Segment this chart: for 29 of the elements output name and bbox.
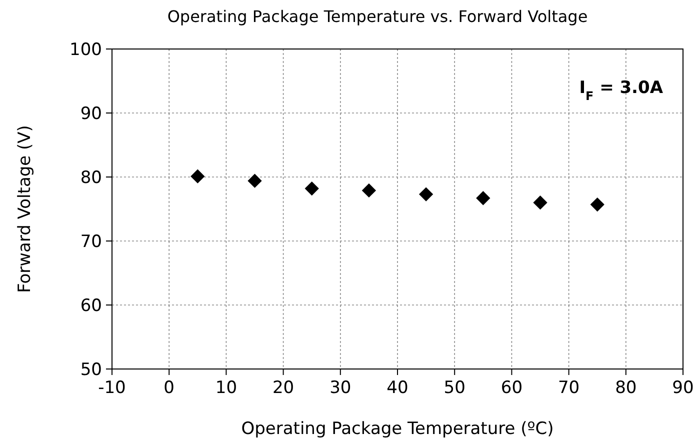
point	[418, 187, 434, 202]
point	[590, 197, 604, 212]
x-axis-title: Operating Package Temperature (ºC)	[241, 419, 554, 439]
x-tick-label: 40	[386, 378, 408, 398]
x-tick-label: 70	[558, 378, 580, 398]
y-tick-label: 90	[80, 104, 102, 124]
x-tick-label: 0	[164, 378, 175, 398]
x-tick-label: 60	[500, 378, 523, 398]
annotation: I$_{F}$ = 3.0A	[579, 78, 664, 103]
point	[190, 169, 205, 184]
y-tick-label: 100	[70, 40, 102, 60]
point	[248, 174, 262, 188]
y-tick-label: 50	[80, 360, 102, 380]
x-tick-label: 20	[272, 378, 294, 398]
point	[476, 191, 490, 206]
chart-title: Operating Package Temperature vs. Forward Voltage	[167, 7, 588, 26]
x-tick-label: 10	[215, 378, 238, 398]
point	[533, 196, 548, 210]
y-axis-title: Forward Voltage (V)	[15, 125, 35, 293]
x-tick-label: 90	[672, 378, 694, 398]
x-tick-label: 30	[330, 378, 352, 398]
x-tick-label: 50	[444, 378, 466, 398]
point	[304, 181, 319, 196]
x-tick-label: 80	[615, 378, 637, 398]
y-tick-label: 80	[80, 168, 102, 188]
y-tick-label: 70	[80, 232, 102, 252]
point	[362, 183, 376, 198]
y-tick-label: 60	[80, 296, 102, 316]
x-tick-label: -10	[98, 378, 126, 398]
